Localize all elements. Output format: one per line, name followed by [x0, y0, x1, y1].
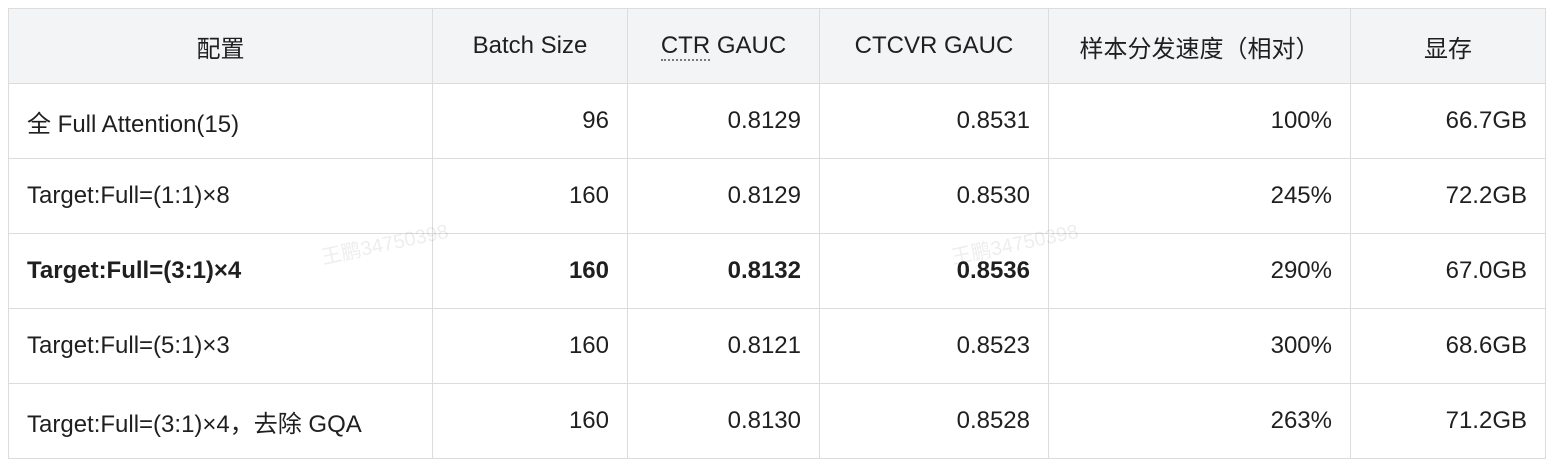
- table-cell: 71.2GB: [1350, 383, 1546, 459]
- table-cell: 67.0GB: [1350, 233, 1546, 309]
- table-cell: 0.8528: [819, 383, 1049, 459]
- header-text: 配置: [196, 35, 245, 63]
- table-cell: 290%: [1048, 233, 1351, 309]
- table-cell: 100%: [1048, 83, 1351, 159]
- header-cell: 显存: [1350, 8, 1546, 84]
- header-text: 样本分发速度（相对）: [1079, 35, 1320, 63]
- header-cell: 样本分发速度（相对）: [1048, 8, 1351, 84]
- table-cell: 160: [432, 158, 628, 234]
- table-cell: 0.8523: [819, 308, 1049, 384]
- header-cell: CTCVR GAUC: [819, 8, 1049, 84]
- table-row: Target:Full=(3:1)×4 160 0.8132 0.8536 290% 67…: [8, 233, 1546, 309]
- table-cell: 245%: [1048, 158, 1351, 234]
- table-cell: 300%: [1048, 308, 1351, 384]
- table-cell: 0.8530: [819, 158, 1049, 234]
- table-cell: 0.8129: [627, 158, 820, 234]
- table-cell: 160: [432, 383, 628, 459]
- table-body: 全 Full Attention(15) 96 0.8129 0.8531 100% 66…: [8, 83, 1546, 459]
- header-cell: 配置: [8, 8, 433, 84]
- table-cell: Target:Full=(5:1)×3: [8, 308, 433, 384]
- table-cell: 0.8121: [627, 308, 820, 384]
- header-text: Batch Size: [472, 32, 588, 59]
- header-text: CTR GAUC: [660, 32, 787, 61]
- table-cell: 66.7GB: [1350, 83, 1546, 159]
- header-row: 配置 Batch Size CTR GAUC CTCVR GAUC 样本分发速度（相对）…: [8, 8, 1546, 84]
- table-cell: 160: [432, 308, 628, 384]
- table-cell: 68.6GB: [1350, 308, 1546, 384]
- table-cell: 72.2GB: [1350, 158, 1546, 234]
- table-row: 全 Full Attention(15) 96 0.8129 0.8531 100% 66…: [8, 83, 1546, 159]
- header-cell: CTR GAUC: [627, 8, 820, 84]
- table-cell: 0.8129: [627, 83, 820, 159]
- header-text: CTCVR GAUC: [854, 32, 1014, 59]
- table-row: Target:Full=(5:1)×3 160 0.8121 0.8523 300% 68…: [8, 308, 1546, 384]
- table-row: Target:Full=(3:1)×4，去除 GQA 160 0.8130 0.852…: [8, 383, 1546, 459]
- table-cell: 96: [432, 83, 628, 159]
- table-cell: 全 Full Attention(15): [8, 83, 433, 159]
- data-table: 配置 Batch Size CTR GAUC CTCVR GAUC 样本分发速度（相对）…: [8, 8, 1546, 459]
- header-cell: Batch Size: [432, 8, 628, 84]
- table-cell: 0.8130: [627, 383, 820, 459]
- table-cell: Target:Full=(1:1)×8: [8, 158, 433, 234]
- table-cell: Target:Full=(3:1)×4，去除 GQA: [8, 383, 433, 459]
- table-cell: 0.8531: [819, 83, 1049, 159]
- table-cell: 160: [432, 233, 628, 309]
- table-row: Target:Full=(1:1)×8 160 0.8129 0.8530 245% 72…: [8, 158, 1546, 234]
- table-cell: Target:Full=(3:1)×4: [8, 233, 433, 309]
- header-text: 显存: [1424, 35, 1472, 63]
- table-cell: 263%: [1048, 383, 1351, 459]
- table-cell: 0.8536: [819, 233, 1049, 309]
- table-cell: 0.8132: [627, 233, 820, 309]
